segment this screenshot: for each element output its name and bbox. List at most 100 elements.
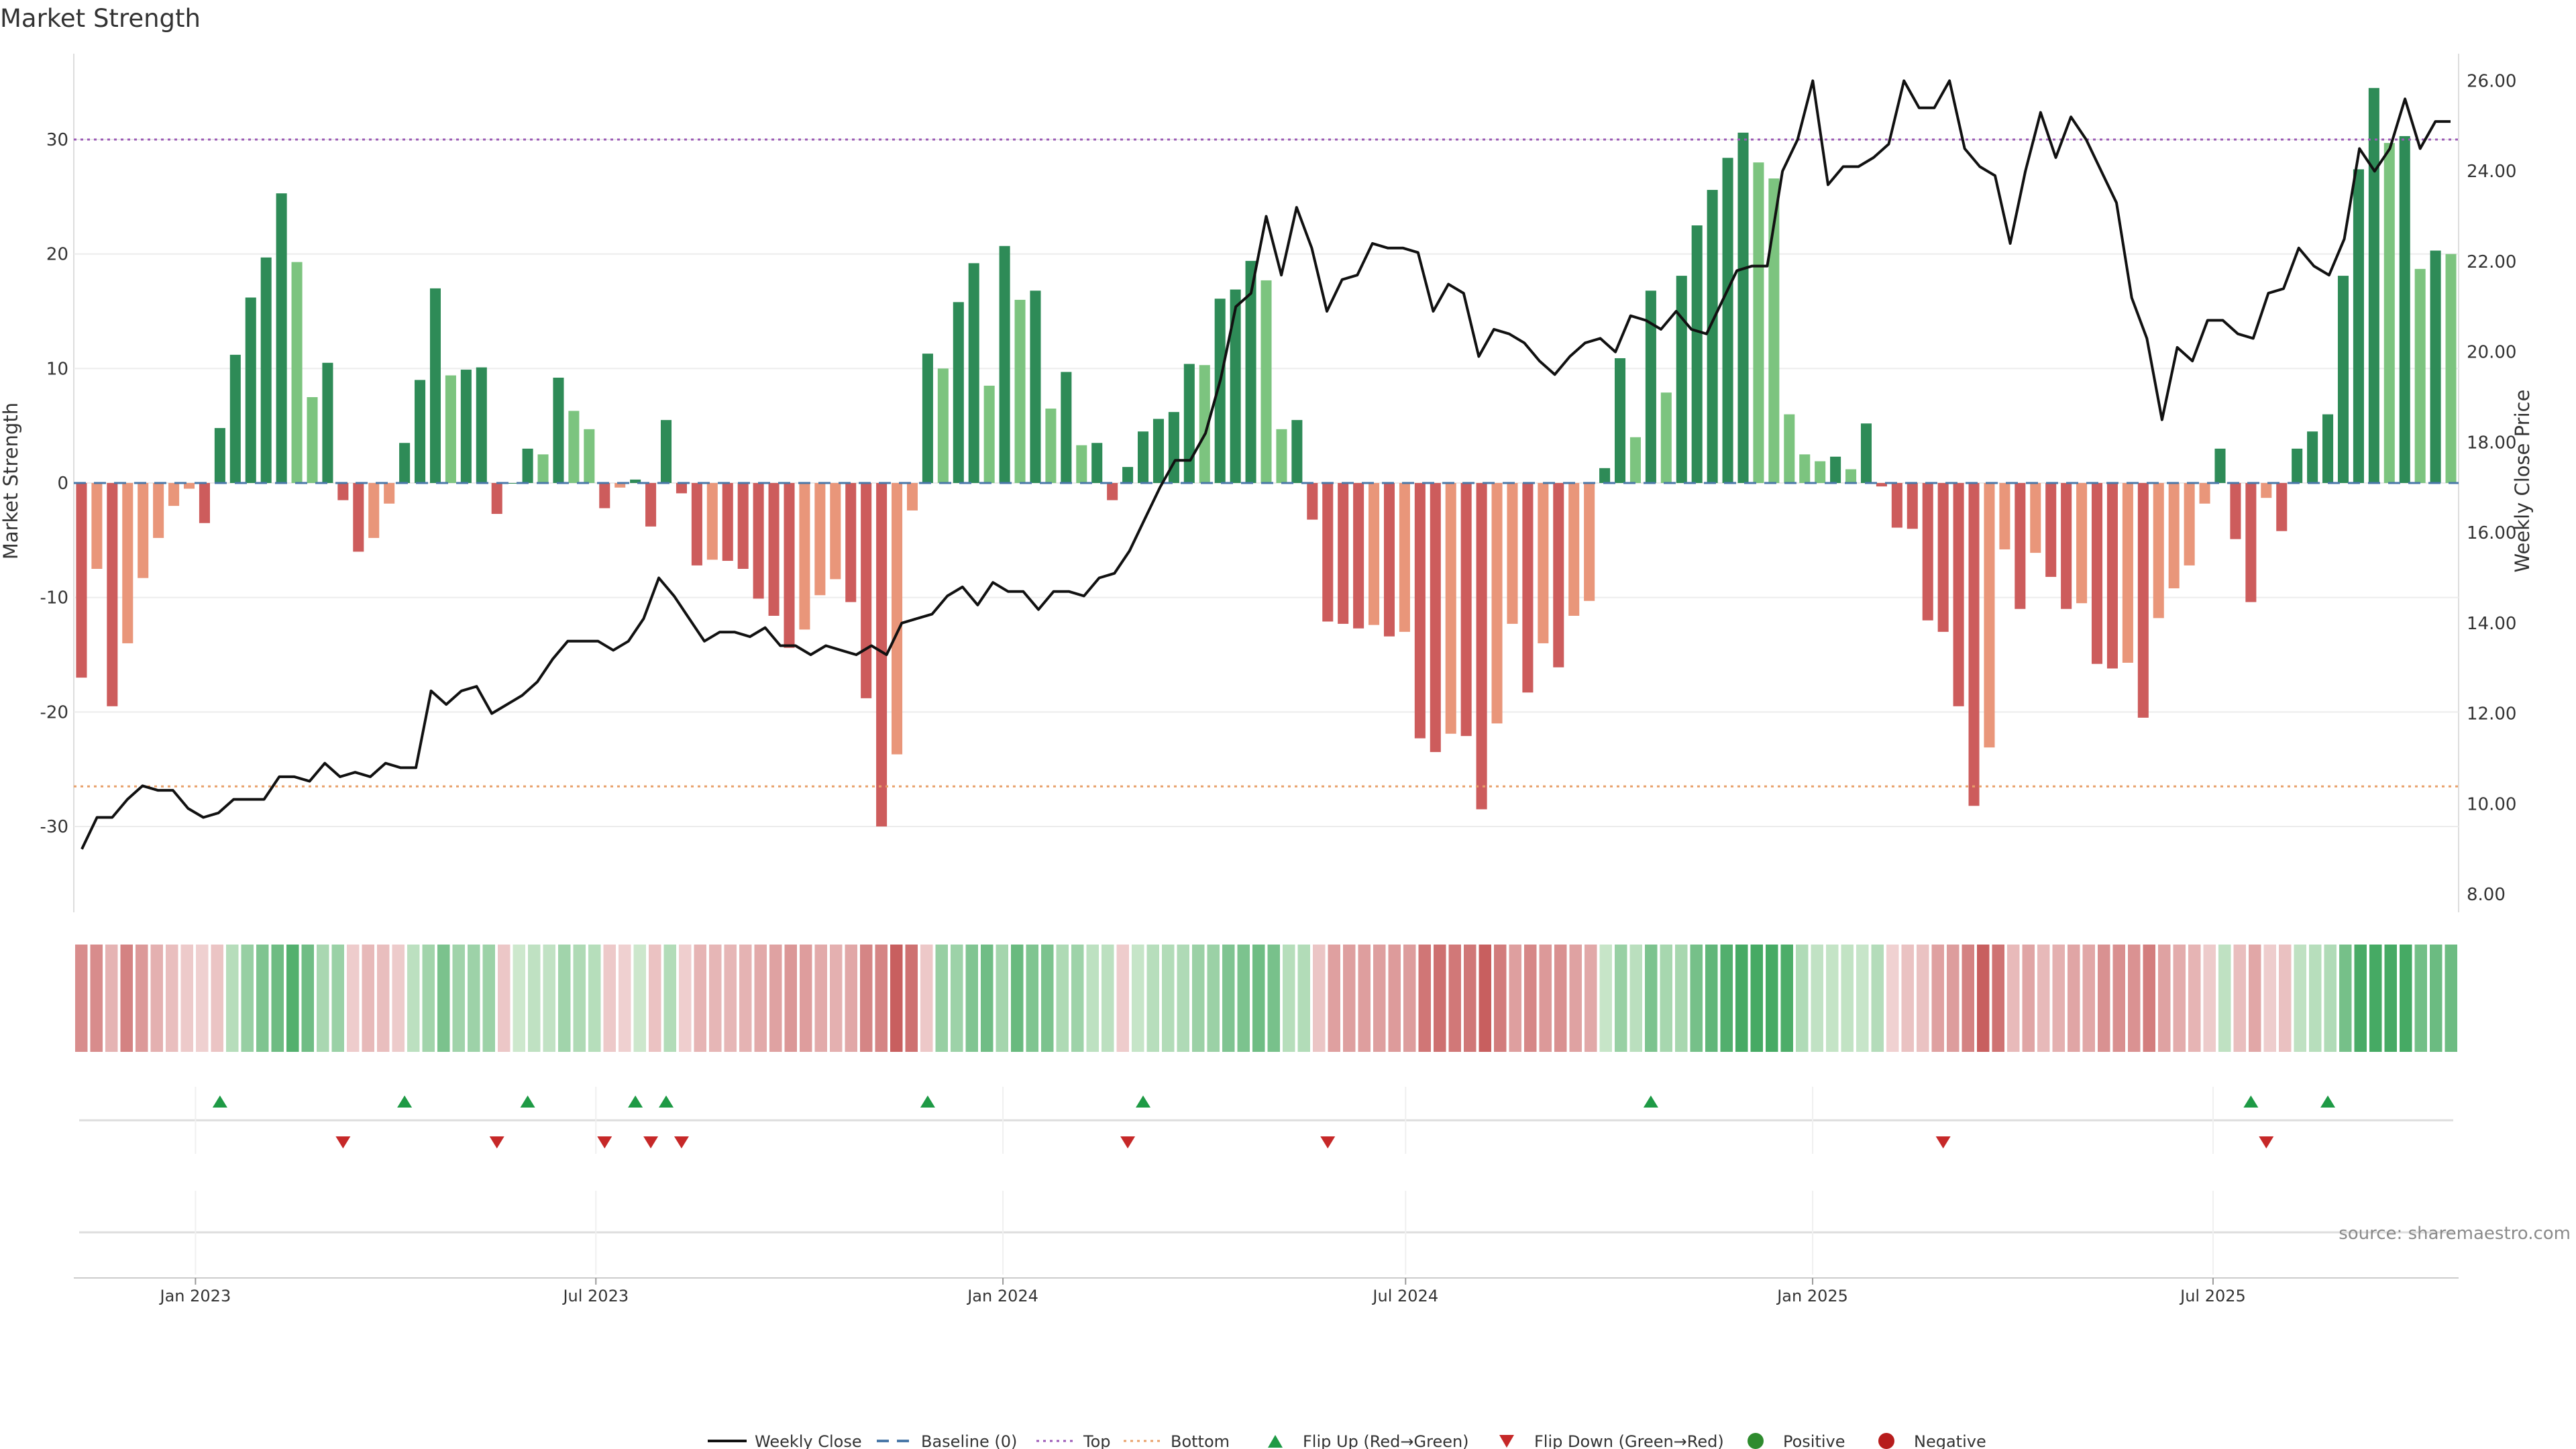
left-axis-ticks: -30 -20 -10 0 10 20 30 xyxy=(40,130,68,837)
strength-bar xyxy=(1091,443,1103,483)
heat-cell xyxy=(558,945,571,1052)
heat-cell xyxy=(1464,945,1477,1052)
heat-cell xyxy=(649,945,661,1052)
heat-cell xyxy=(1177,945,1189,1052)
heat-cell xyxy=(2188,945,2201,1052)
heat-cell xyxy=(498,945,511,1052)
heat-cell xyxy=(407,945,420,1052)
y-left-axis-title: Market Strength xyxy=(0,402,22,559)
flip-up-marker xyxy=(659,1095,674,1108)
legend-item: Positive xyxy=(1748,1432,1845,1449)
heat-cell xyxy=(166,945,178,1052)
heat-cell xyxy=(2098,945,2110,1052)
strength-bar xyxy=(353,483,364,552)
legend-item: Negative xyxy=(1878,1432,1986,1449)
weekly-close-line xyxy=(80,79,2451,850)
strength-bar xyxy=(676,483,687,494)
strength-bar xyxy=(1291,420,1303,483)
strength-bar xyxy=(1307,483,1318,520)
strength-bar xyxy=(2337,276,2349,483)
strength-bar xyxy=(1168,412,1179,483)
flip-up-marker xyxy=(520,1095,535,1108)
strength-bar xyxy=(2430,250,2441,483)
date-tick-label: Jan 2023 xyxy=(159,1287,231,1305)
y-right-axis-title: Weekly Close Price xyxy=(2511,390,2534,573)
right-tick-label: 16.00 xyxy=(2467,523,2516,543)
strength-bar xyxy=(107,483,118,706)
heat-cell xyxy=(2309,945,2322,1052)
strength-bar xyxy=(983,385,995,483)
strength-bar xyxy=(2322,414,2334,483)
strength-bar xyxy=(1876,483,1887,487)
flip-up-marker xyxy=(2243,1095,2259,1108)
heat-cell xyxy=(724,945,737,1052)
strength-bar xyxy=(2414,268,2426,483)
strength-bar xyxy=(660,420,672,483)
heat-cell xyxy=(2007,945,2020,1052)
heat-cell xyxy=(2037,945,2050,1052)
strength-bar xyxy=(1414,483,1426,739)
strength-bar xyxy=(2307,431,2318,483)
strength-bar xyxy=(415,380,426,483)
heat-cell xyxy=(1720,945,1733,1052)
heat-cell xyxy=(1071,945,1084,1052)
strength-bar xyxy=(1061,372,1072,483)
strength-bar xyxy=(322,362,333,483)
left-tick-label: 10 xyxy=(46,359,68,379)
flip-up-marker xyxy=(2320,1095,2336,1108)
legend-triangle-up xyxy=(1268,1435,1283,1448)
strength-bar xyxy=(1953,483,1964,706)
strength-bar xyxy=(1568,483,1580,616)
heat-cell xyxy=(1509,945,1521,1052)
heat-cell xyxy=(136,945,148,1052)
strength-bar xyxy=(1891,483,1902,528)
strength-bar xyxy=(1368,483,1380,625)
strength-bar xyxy=(1830,456,1841,483)
right-tick-label: 22.00 xyxy=(2467,252,2516,272)
right-tick-label: 14.00 xyxy=(2467,614,2516,634)
strength-bar xyxy=(1968,483,1980,806)
strength-bar xyxy=(1199,365,1210,483)
heat-cell xyxy=(1403,945,1416,1052)
right-axis-ticks: 8.00 10.00 12.00 14.00 16.00 18.00 20.00 22.00 2… xyxy=(2467,71,2516,905)
heat-cell xyxy=(1735,945,1748,1052)
strength-bar xyxy=(630,479,641,483)
heat-cell xyxy=(2430,945,2443,1052)
legend-item: Top xyxy=(1036,1432,1111,1449)
heat-cell xyxy=(105,945,118,1052)
heat-cell xyxy=(1886,945,1899,1052)
heat-cell xyxy=(226,945,239,1052)
strength-bar xyxy=(2383,143,2395,483)
heat-cell xyxy=(271,945,284,1052)
heat-cell xyxy=(1086,945,1099,1052)
flip-markers xyxy=(79,1087,2453,1275)
strength-bar xyxy=(1907,483,1918,529)
strength-bar xyxy=(922,354,933,483)
strength-bar xyxy=(1753,162,1764,483)
heat-cell xyxy=(1388,945,1401,1052)
strength-bar xyxy=(229,354,241,483)
heat-cell xyxy=(1283,945,1295,1052)
strength-bar xyxy=(1245,260,1256,483)
strength-bar xyxy=(2076,483,2088,604)
strength-bar xyxy=(2137,483,2149,718)
strength-bar xyxy=(1152,419,1164,483)
heat-cell xyxy=(935,945,948,1052)
flip-up-marker xyxy=(1136,1095,1151,1108)
strength-bar xyxy=(1707,190,1718,483)
legend-item: Flip Up (Red→Green) xyxy=(1268,1432,1469,1449)
heat-cell xyxy=(1479,945,1491,1052)
heat-cell xyxy=(1162,945,1175,1052)
heat-cell xyxy=(739,945,752,1052)
strength-bar xyxy=(691,483,702,566)
strength-bar xyxy=(1737,132,1749,483)
strength-bar xyxy=(845,483,857,602)
heat-cell xyxy=(377,945,390,1052)
legend-label: Positive xyxy=(1783,1432,1845,1449)
right-tick-label: 10.00 xyxy=(2467,794,2516,814)
flip-down-marker xyxy=(1320,1136,1336,1148)
heat-cell xyxy=(1494,945,1507,1052)
strength-bar xyxy=(1507,483,1518,624)
strength-bar xyxy=(183,483,195,489)
